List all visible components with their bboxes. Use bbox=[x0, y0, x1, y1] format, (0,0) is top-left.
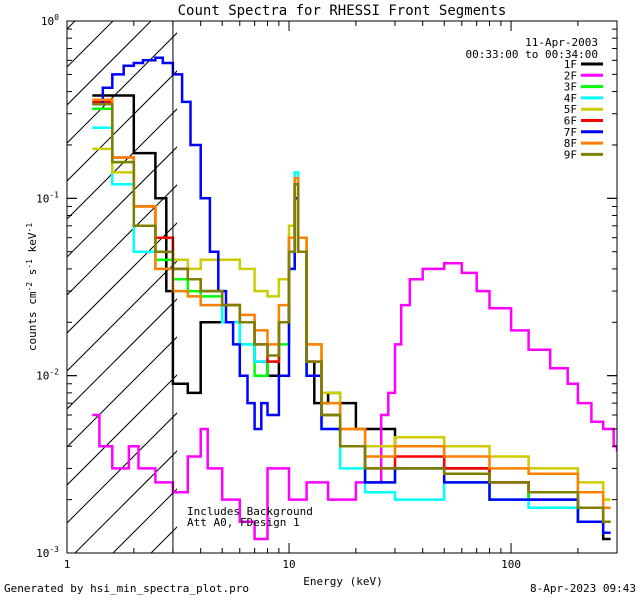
hatch-line bbox=[67, 70, 177, 182]
x-axis-label: Energy (keV) bbox=[303, 575, 382, 588]
y-tick-label: 10-3 bbox=[36, 545, 59, 560]
x-tick-label: 100 bbox=[501, 558, 521, 571]
x-tick-label: 10 bbox=[282, 558, 295, 571]
series-4F-line bbox=[92, 126, 611, 535]
annotation-attenuator: Att A0, FDesign 1 bbox=[187, 516, 300, 529]
hatch-line bbox=[67, 21, 76, 30]
hatch-line bbox=[67, 374, 177, 486]
legend-label-8F: 8F bbox=[564, 137, 577, 150]
axis-ticks: 1 10 100 100 10-1 10-2 10-3 bbox=[36, 13, 618, 571]
chart-title: Count Spectra for RHESSI Front Segments bbox=[178, 3, 507, 19]
legend-label-2F: 2F bbox=[564, 69, 577, 82]
legend-label-5F: 5F bbox=[564, 103, 577, 116]
hatch-line bbox=[67, 184, 177, 296]
annotation-background: Includes Background bbox=[187, 505, 313, 518]
legend-label-3F: 3F bbox=[564, 81, 577, 94]
series-9F-line bbox=[92, 102, 611, 524]
legend-label-4F: 4F bbox=[564, 92, 577, 105]
y-tick-label: 10-1 bbox=[36, 190, 59, 205]
hatch-line bbox=[67, 336, 177, 448]
footer-generated-by: Generated by hsi_min_spectra_plot.pro bbox=[4, 582, 250, 595]
hatch-line bbox=[67, 260, 177, 372]
hatch-line bbox=[67, 222, 177, 334]
time-range-label: 00:33:00 to 00:34:00 bbox=[466, 48, 598, 61]
legend-label-6F: 6F bbox=[564, 115, 577, 128]
date-label: 11-Apr-2003 bbox=[525, 36, 598, 49]
y-tick-label: 10-2 bbox=[36, 368, 59, 383]
series-7F-line bbox=[92, 56, 611, 535]
y-axis-label: counts cm-2 s-1 keV-1 bbox=[25, 223, 39, 351]
hatch-line bbox=[74, 450, 177, 553]
x-tick-label: 1 bbox=[64, 558, 71, 571]
y-tick-label: 100 bbox=[41, 13, 59, 28]
hatch-line bbox=[67, 298, 177, 410]
legend-label-7F: 7F bbox=[564, 126, 577, 139]
hatch-line bbox=[67, 108, 177, 220]
series-layer bbox=[92, 56, 617, 541]
legend-label-9F: 9F bbox=[564, 148, 577, 161]
legend-label-1F: 1F bbox=[564, 58, 577, 71]
hatch-line bbox=[67, 412, 177, 524]
footer-timestamp: 8-Apr-2023 09:43 bbox=[530, 582, 636, 595]
series-2F-line bbox=[92, 262, 617, 541]
series-6F-line bbox=[92, 100, 611, 524]
plot-frame bbox=[66, 20, 618, 554]
series-3F-line bbox=[92, 107, 611, 524]
